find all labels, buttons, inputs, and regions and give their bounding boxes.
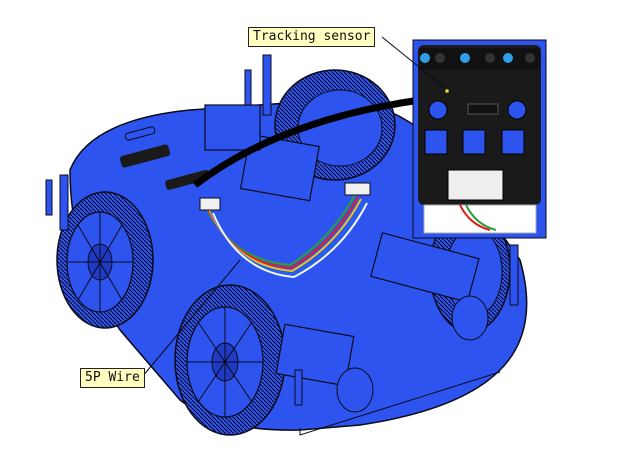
wheel-icon: [174, 284, 286, 436]
motor-icon: [204, 104, 320, 202]
standoff-icon: [45, 54, 519, 406]
wire-label: 5P Wire: [80, 368, 145, 388]
tracking-sensor-label: Tracking sensor: [248, 27, 376, 47]
motor-icon: [370, 232, 489, 341]
sensor-board-icon: [412, 39, 547, 239]
five-pin-wire: [204, 194, 368, 279]
wire-leader-line: [141, 259, 241, 378]
connector: [199, 197, 221, 211]
connector: [344, 182, 371, 196]
tracking-leader-line: [381, 36, 446, 89]
sensor-cable: [192, 96, 421, 188]
wheel-icon: [56, 191, 154, 329]
